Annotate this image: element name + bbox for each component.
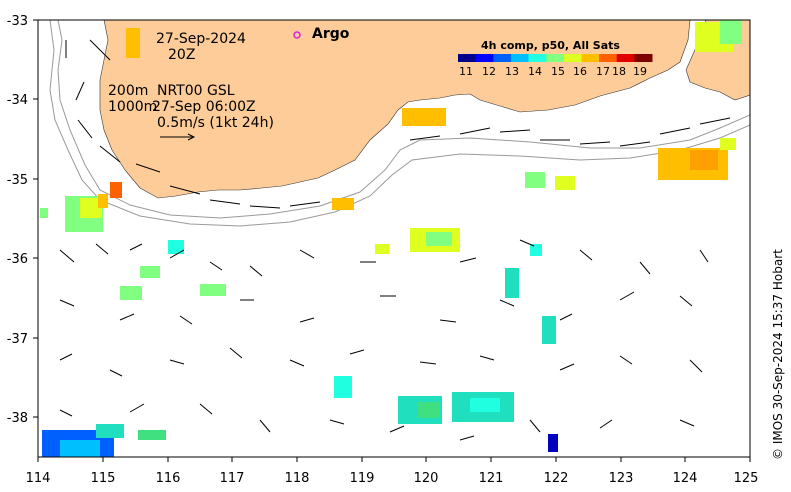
scale-arrow bbox=[160, 133, 196, 141]
colorbar-tick: 11 bbox=[459, 65, 473, 78]
colorbar-swatch bbox=[581, 54, 600, 62]
colorbar-swatch bbox=[599, 54, 618, 62]
x-tick-label: 124 bbox=[673, 471, 698, 486]
colorbar-swatch bbox=[634, 54, 653, 62]
sst-patches bbox=[40, 20, 742, 457]
colorbar-tick: 18 bbox=[612, 65, 626, 78]
y-tick-label: -35 bbox=[7, 173, 28, 188]
colorbar-swatch bbox=[510, 54, 529, 62]
contour-label-200m: 200m bbox=[108, 83, 148, 99]
y-tick-label: -36 bbox=[7, 252, 28, 267]
colorbar bbox=[458, 54, 653, 62]
colorbar-swatch bbox=[458, 54, 477, 62]
x-tick-label: 123 bbox=[609, 471, 634, 486]
argo-label: Argo bbox=[312, 26, 350, 42]
x-tick-label: 118 bbox=[285, 471, 310, 486]
x-tick-label: 119 bbox=[350, 471, 375, 486]
colorbar-swatch bbox=[528, 54, 547, 62]
colorbar-swatch bbox=[475, 54, 494, 62]
x-tick-label: 125 bbox=[734, 471, 759, 486]
y-axis: -33 -34 -35 -36 -37 -38 bbox=[7, 14, 38, 426]
plot-frame bbox=[37, 19, 751, 458]
colorbar-title: 4h comp, p50, All Sats bbox=[481, 39, 620, 52]
x-tick-label: 115 bbox=[91, 471, 116, 486]
y-tick-label: -33 bbox=[7, 14, 28, 29]
x-tick-label: 120 bbox=[414, 471, 439, 486]
scale-text: 0.5m/s (1kt 24h) bbox=[157, 115, 274, 131]
colorbar-swatch bbox=[493, 54, 512, 62]
product-time: 27-Sep 06:00Z bbox=[152, 99, 256, 115]
colorbar-tick: 14 bbox=[528, 65, 542, 78]
colorbar-swatch bbox=[546, 54, 565, 62]
x-axis: 114 115 116 117 118 119 120 121 122 123 … bbox=[26, 457, 759, 486]
current-vectors bbox=[59, 39, 731, 441]
argo-marker-icon bbox=[293, 31, 301, 39]
bathymetry-contours bbox=[49, 20, 750, 227]
colorbar-swatch bbox=[563, 54, 582, 62]
x-tick-label: 114 bbox=[26, 471, 51, 486]
colorbar-tick: 17 bbox=[596, 65, 610, 78]
map-time: 20Z bbox=[168, 47, 195, 63]
y-tick-label: -37 bbox=[7, 332, 28, 347]
contour-label-1000m: 1000m bbox=[108, 99, 157, 115]
x-tick-label: 117 bbox=[220, 471, 245, 486]
colorbar-tick: 15 bbox=[551, 65, 565, 78]
x-tick-label: 122 bbox=[544, 471, 569, 486]
credit-text: © IMOS 30-Sep-2024 15:37 Hobart bbox=[771, 249, 785, 460]
colorbar-tick: 16 bbox=[573, 65, 587, 78]
product-name: NRT00 GSL bbox=[157, 83, 235, 99]
colorbar-tick: 12 bbox=[482, 65, 496, 78]
colorbar-tick: 19 bbox=[633, 65, 647, 78]
map-date: 27-Sep-2024 bbox=[156, 31, 246, 47]
x-tick-label: 121 bbox=[479, 471, 504, 486]
x-tick-label: 116 bbox=[156, 471, 181, 486]
y-tick-label: -34 bbox=[7, 93, 28, 108]
y-tick-label: -38 bbox=[7, 411, 28, 426]
colorbar-swatch bbox=[616, 54, 635, 62]
colorbar-tick: 13 bbox=[505, 65, 519, 78]
